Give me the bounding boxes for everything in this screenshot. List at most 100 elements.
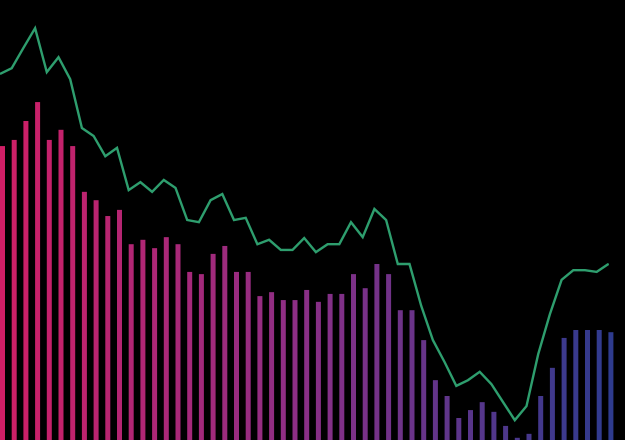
bar: [397, 310, 403, 440]
line-point: [104, 155, 106, 157]
bar: [280, 300, 286, 440]
bar: [409, 310, 415, 440]
bar: [573, 330, 579, 440]
line-point: [210, 199, 212, 201]
line-point: [385, 219, 387, 221]
bar: [0, 146, 5, 440]
line-point: [490, 383, 492, 385]
line-point: [46, 71, 48, 73]
line-point: [0, 73, 1, 75]
line-point: [537, 353, 539, 355]
bar: [35, 102, 41, 440]
line-point: [151, 191, 153, 193]
line-point: [186, 219, 188, 221]
bar: [549, 367, 555, 440]
bar: [117, 209, 122, 440]
line-point: [502, 401, 504, 403]
bar: [315, 301, 321, 440]
bar: [608, 332, 614, 440]
line-layer: [0, 25, 610, 423]
line-point: [93, 135, 95, 137]
bar: [386, 274, 392, 440]
line-point: [327, 243, 329, 245]
bar: [351, 274, 356, 440]
bar: [70, 146, 76, 440]
line-point: [444, 361, 446, 363]
bar: [93, 200, 99, 440]
bar: [198, 274, 204, 440]
line-point: [607, 263, 610, 265]
bar: [362, 288, 368, 440]
line-point: [514, 419, 516, 421]
line-point: [432, 339, 434, 341]
bar: [210, 253, 216, 440]
line-point: [11, 67, 13, 69]
bar: [152, 248, 158, 440]
bar: [11, 139, 17, 440]
bar: [468, 410, 473, 440]
line-point: [163, 179, 165, 181]
line-point: [525, 405, 528, 407]
line-point: [256, 243, 258, 245]
bars-layer: [0, 102, 614, 440]
line-point: [81, 127, 83, 129]
bar: [538, 396, 544, 440]
bar: [514, 437, 520, 440]
line-point: [467, 379, 469, 381]
bar: [128, 244, 134, 440]
bar: [187, 271, 193, 440]
line-point: [338, 243, 340, 245]
line-point: [34, 27, 36, 29]
line-point: [174, 187, 177, 189]
line-point: [139, 181, 141, 183]
bar: [561, 337, 567, 440]
line-point: [561, 279, 563, 281]
bar: [421, 340, 427, 440]
bar: [526, 433, 532, 440]
line-point: [280, 249, 282, 251]
line-point: [233, 219, 235, 221]
line-point: [479, 371, 481, 373]
line-point: [455, 385, 457, 387]
line-point: [245, 217, 247, 219]
line-point: [221, 193, 223, 195]
line-point: [397, 263, 399, 265]
bar: [163, 237, 169, 440]
bar: [257, 296, 263, 440]
bar: [81, 191, 87, 440]
line-point: [549, 313, 551, 315]
bar: [596, 330, 602, 440]
bar: [292, 300, 298, 440]
line-point: [22, 47, 24, 49]
bar: [503, 425, 509, 440]
bar: [374, 264, 380, 440]
bar: [245, 271, 251, 440]
bar: [585, 330, 590, 440]
line-point: [350, 221, 352, 223]
bar: [23, 121, 29, 440]
line-point: [69, 78, 71, 80]
bar: [339, 293, 345, 440]
bar: [304, 289, 310, 440]
bar: [432, 380, 438, 440]
line-point: [128, 189, 130, 191]
line-point: [373, 208, 375, 210]
line-point: [596, 271, 598, 273]
line-point: [572, 269, 574, 271]
bar: [175, 244, 181, 440]
bar: [444, 396, 450, 440]
bar: [105, 216, 111, 440]
line-point: [408, 263, 411, 265]
bar: [58, 129, 64, 440]
line-point: [584, 269, 586, 271]
bar: [491, 411, 497, 440]
line-point: [362, 236, 364, 238]
line-point: [57, 56, 60, 58]
line-point: [291, 249, 294, 251]
line-point: [116, 147, 118, 149]
bar: [327, 293, 333, 440]
bar: [140, 239, 146, 440]
line-point: [315, 251, 317, 253]
